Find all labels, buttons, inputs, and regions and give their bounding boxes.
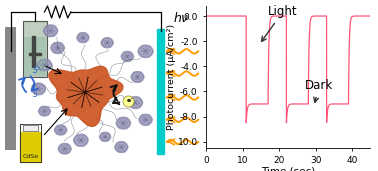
Circle shape (130, 98, 141, 107)
Circle shape (54, 125, 67, 135)
Bar (24, 37, 45, 76)
Circle shape (117, 143, 126, 151)
Circle shape (119, 145, 124, 149)
Text: S²⁻: S²⁻ (33, 66, 45, 75)
Circle shape (133, 73, 142, 81)
Circle shape (103, 39, 112, 46)
Circle shape (62, 147, 67, 151)
Circle shape (105, 41, 110, 45)
Circle shape (74, 134, 88, 146)
Circle shape (53, 44, 62, 52)
Circle shape (138, 45, 153, 58)
Circle shape (118, 119, 129, 127)
Circle shape (131, 71, 144, 82)
Circle shape (48, 28, 53, 33)
Bar (157, 29, 164, 154)
Text: Light: Light (262, 5, 297, 41)
Circle shape (78, 138, 84, 143)
Circle shape (123, 53, 132, 60)
Circle shape (116, 117, 130, 129)
Bar (32, 36, 35, 67)
Bar (23, 125, 38, 131)
Circle shape (40, 108, 49, 115)
Text: Dark: Dark (305, 79, 333, 102)
Circle shape (143, 49, 149, 54)
Circle shape (39, 61, 50, 69)
Circle shape (135, 75, 140, 79)
Circle shape (140, 47, 151, 56)
Circle shape (101, 134, 109, 140)
Circle shape (81, 36, 85, 40)
Circle shape (133, 100, 138, 105)
Circle shape (143, 117, 148, 122)
Y-axis label: Photocurrent (μA/cm²): Photocurrent (μA/cm²) (167, 24, 176, 130)
Circle shape (121, 51, 133, 62)
Bar (20, 132, 42, 162)
Circle shape (39, 106, 50, 116)
Circle shape (36, 87, 41, 91)
X-axis label: Time (sec): Time (sec) (261, 167, 315, 171)
Circle shape (100, 132, 111, 141)
Circle shape (101, 38, 113, 48)
Circle shape (79, 34, 87, 41)
Circle shape (115, 142, 128, 153)
Circle shape (51, 42, 64, 54)
Circle shape (76, 136, 86, 144)
Bar (23, 21, 46, 77)
Circle shape (37, 59, 52, 71)
Circle shape (42, 109, 47, 113)
Bar (20, 124, 42, 162)
Circle shape (103, 135, 107, 139)
Circle shape (56, 126, 65, 134)
Circle shape (121, 121, 126, 126)
Text: S: S (33, 90, 38, 100)
Bar (5, 27, 16, 150)
Circle shape (34, 85, 43, 93)
Circle shape (129, 97, 143, 109)
Circle shape (139, 114, 152, 125)
Text: h$\nu$: h$\nu$ (173, 11, 189, 25)
Circle shape (55, 46, 60, 50)
Circle shape (58, 143, 71, 154)
Circle shape (77, 32, 89, 43)
Bar (23, 125, 38, 131)
Circle shape (58, 128, 63, 132)
Polygon shape (49, 66, 123, 126)
Circle shape (42, 63, 47, 67)
Bar (29, 53, 41, 55)
Circle shape (141, 116, 150, 124)
Text: e⁻: e⁻ (127, 98, 135, 103)
Circle shape (125, 54, 130, 58)
Circle shape (60, 145, 69, 153)
Circle shape (43, 25, 57, 37)
Circle shape (31, 83, 45, 95)
Circle shape (46, 27, 56, 35)
Text: CdSe: CdSe (23, 154, 39, 159)
